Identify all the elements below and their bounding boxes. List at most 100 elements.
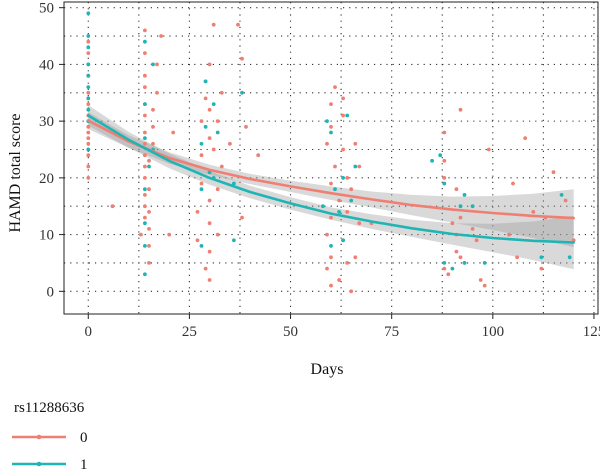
legend-label-0: 0 — [80, 430, 88, 446]
data-point-series-1 — [151, 62, 155, 67]
data-point-series-1 — [341, 238, 345, 243]
data-point-series-0 — [147, 210, 151, 214]
data-point-series-1 — [232, 238, 236, 243]
y-axis-title: HAMD total score — [7, 113, 24, 232]
plot-area — [64, 2, 598, 314]
data-point-series-1 — [567, 255, 572, 260]
data-point-series-0 — [86, 136, 91, 141]
data-point-series-0 — [139, 232, 143, 237]
data-point-series-0 — [240, 215, 244, 220]
data-point-series-0 — [147, 158, 151, 163]
data-point-series-1 — [143, 244, 147, 248]
data-point-series-0 — [240, 56, 244, 61]
data-point-series-0 — [143, 204, 147, 209]
data-point-series-0 — [345, 176, 350, 180]
data-point-series-0 — [207, 198, 212, 203]
fit-line-series-0 — [87, 119, 575, 220]
data-point-series-1 — [143, 39, 147, 44]
data-point-series-1 — [458, 204, 463, 209]
legend-title: rs11288636 — [14, 400, 85, 416]
data-point-series-0 — [458, 107, 463, 112]
data-point-series-0 — [442, 266, 447, 271]
data-point-series-0 — [357, 164, 362, 169]
data-point-series-1 — [86, 34, 91, 38]
data-point-series-1 — [199, 141, 204, 146]
data-point-series-0 — [167, 232, 172, 237]
y-tick-label: 50 — [39, 1, 54, 17]
data-point-series-1 — [329, 130, 333, 135]
data-point-series-1 — [199, 244, 204, 248]
chart-background — [64, 2, 598, 314]
x-tick-label: 75 — [384, 324, 399, 340]
tick-labels: 0 25 50 75 100 125 0 10 20 30 40 50 — [39, 1, 600, 340]
data-point-series-0 — [143, 164, 147, 169]
data-point-series-0 — [171, 130, 176, 135]
data-point-series-0 — [357, 221, 362, 226]
data-point-series-0 — [563, 198, 568, 203]
data-point-series-0 — [86, 130, 91, 135]
data-point-series-0 — [329, 283, 333, 288]
legend-marker-0 — [36, 434, 42, 440]
data-point-series-0 — [195, 210, 200, 214]
data-point-series-0 — [147, 227, 151, 231]
data-point-series-0 — [539, 266, 544, 271]
data-point-series-1 — [86, 107, 91, 112]
data-point-series-1 — [349, 198, 354, 203]
data-point-series-1 — [462, 261, 467, 265]
data-point-series-0 — [207, 107, 212, 112]
data-point-series-0 — [195, 238, 200, 243]
data-point-series-0 — [159, 34, 164, 38]
data-point-series-0 — [215, 232, 220, 237]
data-point-series-0 — [446, 272, 451, 277]
data-point-series-0 — [86, 124, 91, 129]
data-point-series-0 — [345, 261, 350, 265]
data-point-series-0 — [256, 153, 261, 158]
data-point-series-0 — [143, 215, 147, 220]
data-point-series-0 — [86, 164, 91, 169]
confidence-bands — [88, 105, 574, 270]
data-point-series-0 — [353, 255, 358, 260]
data-point-series-0 — [86, 153, 91, 158]
data-point-series-1 — [430, 158, 434, 163]
data-point-series-1 — [86, 96, 91, 101]
data-point-series-1 — [240, 90, 244, 95]
y-tick-label: 30 — [39, 114, 54, 130]
data-point-series-0 — [199, 153, 204, 158]
data-point-series-0 — [325, 141, 329, 146]
data-point-series-1 — [199, 187, 204, 192]
data-point-series-0 — [143, 153, 147, 158]
data-point-series-0 — [211, 147, 216, 152]
data-point-series-0 — [215, 187, 220, 192]
data-point-series-1 — [482, 261, 487, 265]
confidence-band-0 — [88, 112, 574, 248]
data-point-series-1 — [232, 181, 236, 186]
data-point-series-1 — [321, 204, 325, 209]
data-point-series-1 — [86, 73, 91, 78]
data-point-series-1 — [211, 102, 216, 106]
data-point-series-1 — [442, 261, 447, 265]
axes — [59, 1, 599, 319]
legend-label-1: 1 — [80, 457, 88, 470]
y-tick-label: 0 — [47, 284, 55, 300]
data-point-series-0 — [325, 232, 329, 237]
data-point-series-0 — [325, 266, 329, 271]
data-point-series-0 — [337, 198, 341, 203]
data-point-series-0 — [236, 22, 240, 27]
data-point-series-0 — [215, 119, 220, 123]
data-point-series-0 — [337, 278, 341, 282]
data-point-series-0 — [211, 22, 216, 27]
data-point-series-1 — [333, 187, 337, 192]
data-point-series-1 — [86, 85, 91, 89]
x-tick-label: 0 — [85, 324, 93, 340]
data-point-series-0 — [244, 124, 248, 129]
data-point-series-0 — [454, 187, 459, 192]
data-point-series-0 — [486, 147, 491, 152]
data-point-series-0 — [86, 176, 91, 180]
data-point-series-0 — [333, 85, 337, 89]
x-tick-label: 50 — [283, 324, 298, 340]
data-point-series-0 — [458, 255, 463, 260]
data-point-series-0 — [203, 266, 208, 271]
data-point-series-0 — [442, 158, 447, 163]
data-point-series-1 — [86, 45, 91, 50]
